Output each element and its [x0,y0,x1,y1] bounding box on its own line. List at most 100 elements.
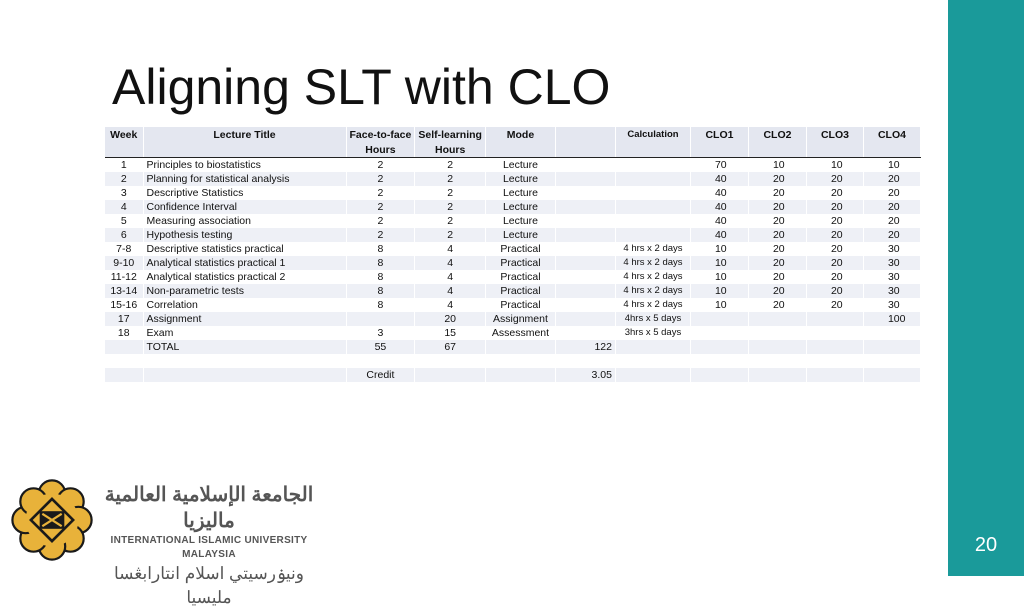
table-cell [863,354,921,368]
table-cell: 2 [346,228,416,242]
table-cell: 20 [806,200,864,214]
table-cell: 4 hrs x 2 days [615,242,691,256]
table-cell: 20 [748,256,807,270]
table-cell: 8 [346,256,416,270]
table-cell [748,312,807,326]
table-cell: Lecture [485,200,556,214]
table-cell: Assignment [485,312,556,326]
table-cell: 67 [414,340,486,354]
table-cell: 4hrs x 5 days [615,312,691,326]
table-cell: 20 [414,312,486,326]
table-header-cell [806,142,864,158]
table-cell: Descriptive Statistics [143,186,347,200]
table-cell: Assignment [143,312,347,326]
table-cell [105,354,144,368]
table-cell: 20 [748,298,807,312]
table-cell [105,368,144,382]
table-row: 4 Confidence Interval 2 2 Lecture 40 20 20 20 [105,200,921,214]
table-cell: 20 [748,172,807,186]
table-cell: 20 [748,228,807,242]
table-row: 17 Assignment 20 Assignment 4hrs x 5 days 100 [105,312,921,326]
table-cell [690,340,749,354]
table-cell: 15-16 [105,298,144,312]
table-cell: 2 [346,200,416,214]
table-cell: 20 [863,172,921,186]
table-cell: Lecture [485,228,556,242]
table-cell: Lecture [485,186,556,200]
table-cell: 40 [690,186,749,200]
table-cell: Confidence Interval [143,200,347,214]
table-cell: 10 [748,157,807,172]
table-cell [863,340,921,354]
table-cell: 4 [414,242,486,256]
table-cell: 10 [690,284,749,298]
table-cell: Exam [143,326,347,340]
iium-logo-icon [11,479,93,561]
table-cell: 20 [806,172,864,186]
table-cell: 13-14 [105,284,144,298]
table-header-cell [555,127,616,142]
table-row: 2 Planning for statistical analysis 2 2 Lect… [105,172,921,186]
table-cell: 8 [346,284,416,298]
table-cell: Correlation [143,298,347,312]
table-cell [690,312,749,326]
table-cell: Principles to biostatistics [143,157,347,172]
table-cell [555,157,616,172]
table-cell: 20 [748,242,807,256]
table-cell: 4 hrs x 2 days [615,270,691,284]
table-cell: 4 [414,270,486,284]
table-cell: Non-parametric tests [143,284,347,298]
table-header-cell: Face-to-face [346,127,416,142]
table-cell: 2 [105,172,144,186]
table-cell [143,354,347,368]
table-cell [346,312,416,326]
table-row: 7-8 Descriptive statistics practical 8 4 Pra… [105,242,921,256]
table-cell [748,368,807,382]
accent-side-bar [948,0,1024,576]
table-cell [555,298,616,312]
table-cell: 20 [748,284,807,298]
table-row: 1 Principles to biostatistics 2 2 Lecture 70 1… [105,157,921,172]
table-cell: 55 [346,340,416,354]
table-cell [863,368,921,382]
table-header-cell [615,142,691,158]
table-cell [555,312,616,326]
table-cell: 10 [690,298,749,312]
table-cell [615,354,691,368]
table-cell: 4 hrs x 2 days [615,256,691,270]
table-cell: Practical [485,284,556,298]
table-cell: 20 [806,256,864,270]
table-header-cell: Mode [485,127,556,142]
table-header-cell: Hours [346,142,416,158]
table-cell: 2 [414,200,486,214]
table-cell [555,200,616,214]
table-cell [555,354,616,368]
table-cell [615,186,691,200]
table-cell [555,284,616,298]
table-cell [105,340,144,354]
table-cell: 20 [806,228,864,242]
table-cell: 4 [414,256,486,270]
table-cell [615,200,691,214]
table-cell: Assessment [485,326,556,340]
table-cell: 20 [748,214,807,228]
table-cell: 10 [863,157,921,172]
table-row: 5 Measuring association 2 2 Lecture 40 20 20 20 [105,214,921,228]
table-cell: 40 [690,200,749,214]
table-cell: 70 [690,157,749,172]
table-cell: 20 [806,270,864,284]
table-cell: 20 [748,200,807,214]
table-header-cell: CLO4 [863,127,921,142]
table-cell: 3.05 [555,368,616,382]
table-cell [143,368,347,382]
table-cell: 100 [863,312,921,326]
table-header-cell [690,142,749,158]
table-row [105,354,921,368]
table-cell: 20 [806,298,864,312]
table-cell: Practical [485,256,556,270]
table-cell: 20 [863,228,921,242]
table-header-cell [748,142,807,158]
table-cell: 30 [863,242,921,256]
table-header-cell: Calculation [615,127,691,142]
table-cell: 2 [414,157,486,172]
